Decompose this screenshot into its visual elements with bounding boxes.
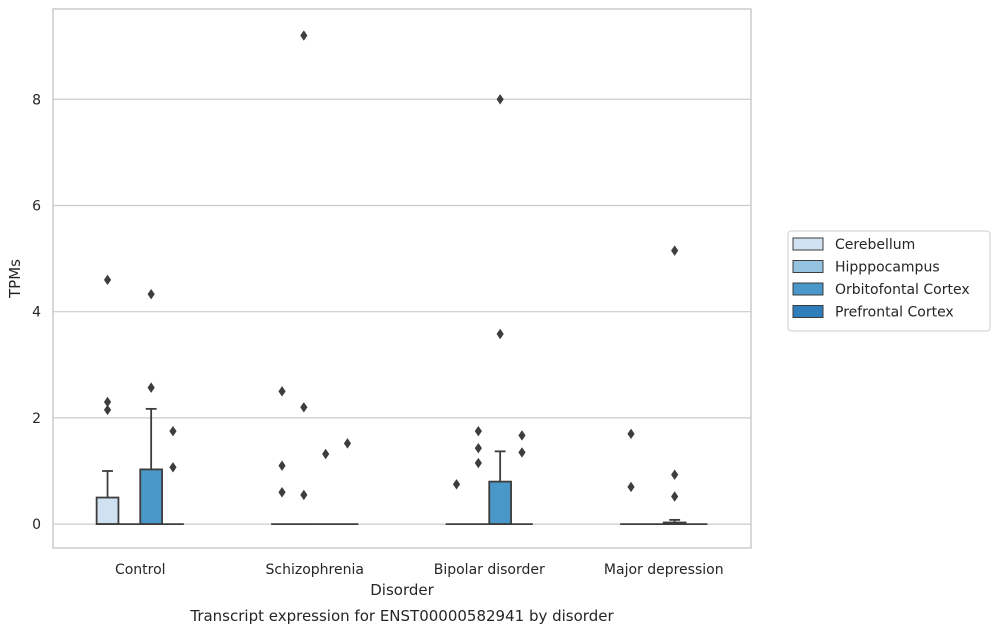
outlier-point	[627, 428, 635, 440]
box-element	[336, 438, 359, 526]
legend-box	[787, 230, 991, 332]
legend-label: Orbitofontal Cortex	[835, 282, 970, 298]
legend: Cerebellum Hipppocampus Orbitofontal Corte…	[787, 230, 991, 332]
outlier-point	[300, 402, 308, 413]
legend-swatch	[792, 282, 824, 296]
y-tick-label: 8	[32, 92, 41, 108]
box-rect	[139, 468, 163, 526]
legend-swatch	[792, 237, 824, 251]
outlier-point	[452, 479, 461, 490]
outlier-point	[300, 489, 308, 501]
box-element	[292, 30, 315, 526]
legend-label: Prefrontal Cortex	[835, 305, 954, 321]
box-element	[271, 386, 293, 526]
box-element	[162, 425, 184, 526]
plot-area	[95, 30, 708, 526]
series-orbitofontal-cortex	[139, 94, 687, 526]
outlier-point	[103, 396, 112, 408]
series-hipppocampus	[118, 30, 664, 526]
box-element	[620, 428, 642, 526]
box-rect	[95, 496, 120, 526]
y-tick-label: 6	[32, 198, 41, 214]
legend-label: Cerebellum	[835, 237, 915, 253]
series-prefrontal-cortex	[162, 425, 708, 526]
outlier-point	[518, 447, 526, 458]
outlier-point	[671, 245, 679, 256]
outlier-point	[322, 448, 330, 460]
x-tick-label: Control	[115, 562, 166, 578]
x-tick-label: Schizophrenia	[266, 562, 364, 578]
outlier-point	[627, 481, 635, 493]
y-tick-label: 0	[32, 517, 41, 533]
box-element	[314, 448, 337, 526]
legend-label: Hipppocampus	[835, 260, 940, 276]
outlier-point	[343, 438, 352, 449]
box-element	[662, 245, 687, 526]
gridlines	[53, 98, 751, 525]
y-tick-label: 4	[32, 305, 41, 321]
box-element	[139, 288, 163, 526]
box-element	[445, 479, 468, 526]
x-axis-ticks: Control Schizophrenia Bipolar disorder Majo…	[115, 562, 724, 578]
outlier-point	[278, 386, 286, 397]
box-element	[511, 430, 533, 526]
outlier-point	[147, 382, 155, 393]
box-rect	[488, 480, 512, 526]
y-tick-label: 2	[32, 411, 41, 427]
outlier-point	[671, 469, 679, 480]
box-element	[467, 425, 490, 526]
outlier-point	[496, 328, 504, 340]
outlier-point	[103, 274, 112, 286]
legend-swatch	[792, 260, 824, 273]
outlier-point	[169, 425, 177, 437]
outlier-point	[278, 460, 286, 471]
legend-swatch	[792, 305, 824, 318]
x-tick-label: Bipolar disorder	[434, 562, 545, 578]
outlier-point	[671, 491, 679, 502]
outlier-point	[474, 457, 482, 469]
x-axis-label: Disorder	[370, 581, 434, 599]
plot-frame	[52, 8, 752, 549]
outlier-point	[169, 462, 177, 473]
outlier-point	[518, 430, 526, 441]
outlier-point	[103, 404, 112, 416]
series-cerebellum	[95, 274, 642, 526]
chart-caption: Transcript expression for ENST0000058294…	[189, 607, 614, 625]
outlier-point	[278, 487, 286, 498]
outlier-point	[300, 30, 308, 41]
box-element	[95, 274, 120, 526]
box-element	[488, 94, 512, 526]
outlier-point	[147, 288, 155, 300]
outlier-point	[474, 442, 482, 454]
outlier-point	[474, 425, 482, 437]
y-axis-label: TPMs	[6, 259, 24, 299]
x-tick-label: Major depression	[604, 562, 724, 578]
y-axis-ticks: 0 2 4 6 8	[32, 92, 41, 533]
outlier-point	[496, 94, 504, 105]
